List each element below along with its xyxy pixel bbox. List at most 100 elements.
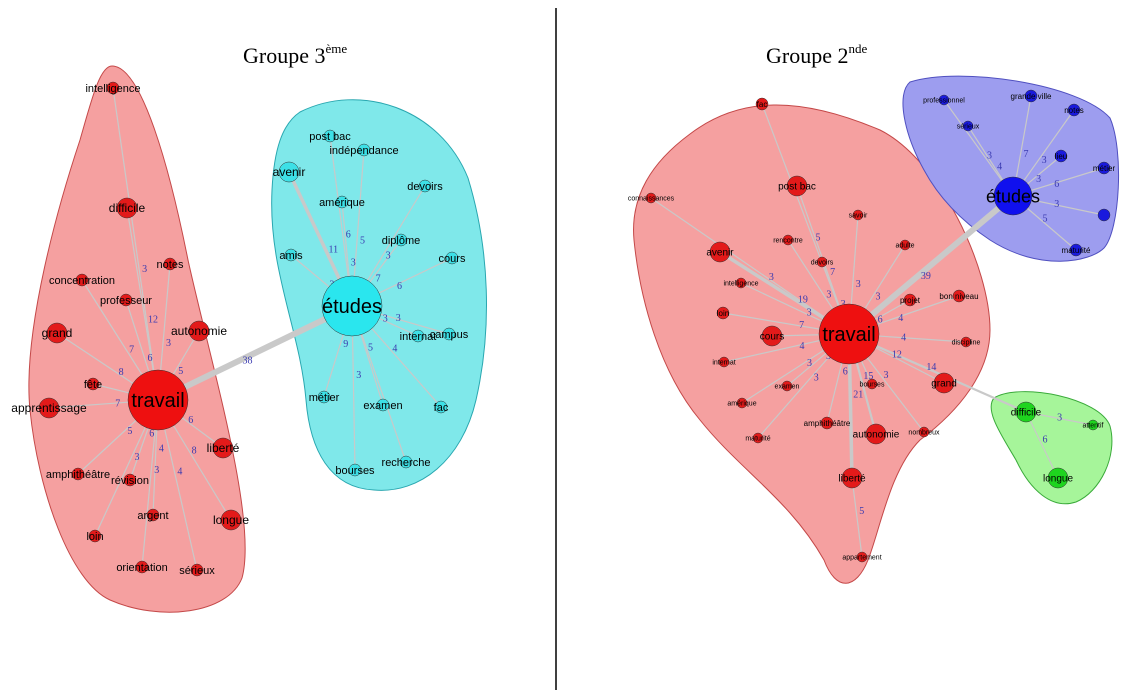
node-metier — [1097, 161, 1111, 175]
edge-label-travail-amphitheatre: 6 — [843, 366, 848, 377]
node-label-internat: internat — [400, 331, 437, 343]
node-label-orientation: orientation — [116, 562, 167, 574]
node-extra — [1097, 208, 1111, 222]
node-fete — [86, 377, 100, 391]
edge-label-travail-fac: 5 — [815, 232, 820, 243]
edge-label-etudes-cours: 6 — [397, 281, 402, 292]
node-label-independance: indépendance — [329, 145, 398, 157]
node-label-connaissances: connaissances — [628, 195, 675, 202]
node-label-examen: examen — [775, 383, 800, 390]
edge-label-etudes-avenir: 11 — [329, 245, 339, 256]
node-liberte — [841, 467, 863, 489]
panel-groupe-3eme: Groupe 3ème 3831237685476564833411653373… — [11, 41, 487, 613]
node-cours — [445, 251, 459, 265]
edge-label-travail-intelligence: 3 — [807, 308, 812, 319]
edge-label-travail-nombreux: 3 — [884, 370, 889, 381]
panel-groupe-2nde: Groupe 2nde 3914537193333377644433312631… — [628, 41, 1120, 584]
edge-difficile-attentif — [1025, 411, 1094, 426]
node-grand — [933, 372, 955, 394]
edge-label-travail-intelligence: 3 — [142, 264, 147, 275]
edge-label-difficile-longue: 6 — [1042, 435, 1047, 446]
panel-title-groupe-2nde: Groupe 2nde — [766, 41, 867, 68]
node-label-devoirs: devoirs — [811, 259, 834, 266]
node-label-professeur: professeur — [100, 295, 152, 307]
node-discipline — [960, 336, 972, 348]
node-label-recherche: recherche — [382, 457, 431, 469]
edge-liberte-appartement — [851, 477, 863, 558]
node-amphitheatre — [820, 416, 834, 430]
node-metier — [317, 390, 331, 404]
node-examen — [781, 380, 793, 392]
node-label-difficile: difficile — [109, 201, 146, 215]
node-lieu — [1054, 149, 1068, 163]
node-label-intelligence: intelligence — [723, 280, 758, 287]
edge-label-travail-etudes: 38 — [242, 356, 252, 367]
node-label-amis: amis — [279, 250, 303, 262]
node-label-loin: loin — [86, 531, 103, 543]
node-label-grand: grand — [931, 379, 957, 390]
node-label-devoirs: devoirs — [407, 181, 443, 193]
node-professionnel — [938, 94, 950, 106]
node-label-autonomie: autonomie — [171, 324, 227, 338]
node-revision — [123, 473, 137, 487]
edge-etudes-professionnel — [943, 99, 1014, 197]
node-concentration — [75, 273, 89, 287]
edge-label-etudes-postbac: 6 — [346, 230, 351, 241]
edge-travail-etudes — [847, 193, 1015, 337]
node-rencontre — [782, 234, 794, 246]
node-label-cours: cours — [439, 253, 466, 265]
node-label-examen: examen — [363, 400, 402, 412]
node-argent — [146, 508, 160, 522]
node-label-diplome: diplôme — [382, 235, 421, 247]
edge-label-etudes-notes: 3 — [1042, 155, 1047, 166]
edge-label-etudes-maturiteb: 5 — [1042, 214, 1047, 225]
edge-label-travail-amerique: 3 — [807, 358, 812, 369]
node-label-etudes: études — [986, 186, 1040, 206]
node-loin — [88, 529, 102, 543]
node-recherche — [399, 455, 413, 469]
node-label-longue: longue — [213, 513, 249, 527]
node-avenir — [709, 241, 731, 263]
node-label-argent: argent — [137, 510, 168, 522]
node-label-fac: fac — [434, 402, 449, 414]
edge-label-travail-rencontre: 3 — [826, 290, 831, 301]
edge-label-etudes-diplome: 7 — [376, 273, 381, 284]
edge-label-travail-grand: 12 — [892, 350, 902, 361]
node-intelligence — [735, 277, 747, 289]
edge-label-travail-autonomie: 15 — [863, 371, 873, 382]
edge-travail-difficile — [848, 332, 1027, 414]
node-diplome — [394, 233, 408, 247]
edge-label-travail-argent: 4 — [159, 443, 164, 454]
node-grandeville — [1024, 89, 1038, 103]
node-appartement — [856, 551, 868, 563]
edge-label-travail-amphitheatre: 5 — [127, 426, 132, 437]
node-label-postbac: post bac — [309, 131, 351, 143]
edge-label-etudes-lieu: 3 — [1036, 174, 1041, 185]
node-label-bourses: bourses — [335, 465, 375, 477]
node-examen — [376, 398, 390, 412]
node-internat — [718, 356, 730, 368]
node-apprentissage — [38, 397, 60, 419]
node-internat — [411, 329, 425, 343]
node-cours — [761, 325, 783, 347]
edge-label-travail-concentration: 7 — [129, 345, 134, 356]
difficile-cluster-hull-2 — [990, 391, 1113, 505]
node-adulte — [899, 239, 911, 251]
node-serieux — [962, 120, 974, 132]
node-amerique — [736, 397, 748, 409]
node-label-autonomie: autonomie — [853, 430, 900, 441]
node-independance — [357, 143, 371, 157]
node-label-appartement: appartement — [842, 554, 881, 561]
edge-label-travail-difficile: 12 — [148, 314, 158, 325]
node-label-maturite: maturité — [745, 435, 770, 442]
node-label-metier: métier — [309, 392, 340, 404]
node-label-amphitheatre: amphithéâtre — [46, 469, 110, 481]
node-projet — [903, 293, 917, 307]
node-label-fac: fac — [757, 100, 768, 109]
node-label-travail: travail — [131, 390, 184, 412]
node-label-cours: cours — [760, 332, 784, 343]
edge-label-travail-loin: 3 — [135, 452, 140, 463]
node-travail — [127, 369, 189, 431]
node-attentif — [1087, 419, 1099, 431]
edge-label-etudes-amerique: 3 — [351, 257, 356, 268]
